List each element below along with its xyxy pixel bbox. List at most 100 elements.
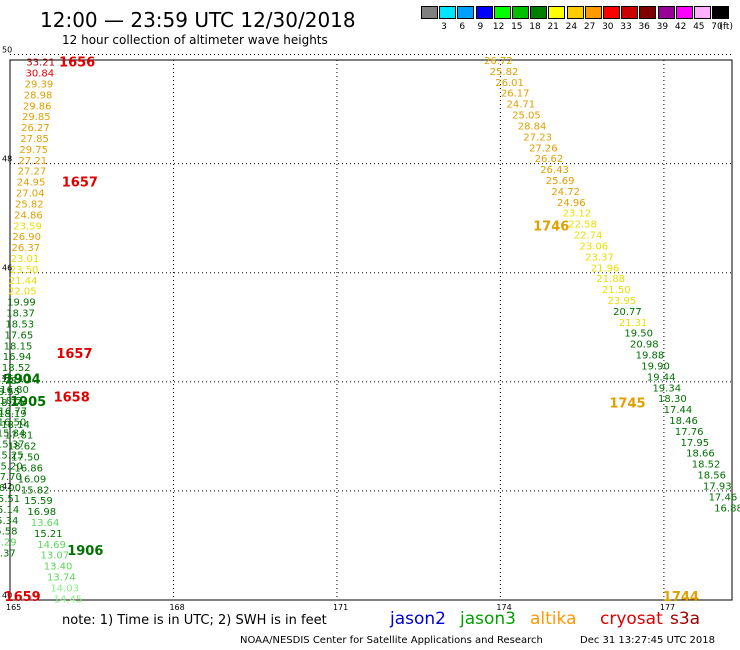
wave-height-value: 19.99 [7,298,36,309]
wave-height-value: 26.17 [501,89,530,100]
legend-label: 33 [620,22,632,32]
legend-label: 36 [638,22,650,32]
wave-height-value: 27.85 [20,134,49,145]
satellite-jason3: jason3 [460,609,516,629]
wave-height-value: 18.30 [658,394,687,405]
wave-height-value: 26.62 [535,154,564,165]
legend-label: 70 [711,22,723,32]
wave-height-value: 16.77 [0,407,27,418]
wave-height-value: 21.88 [596,274,625,285]
wave-height-value: 28.84 [518,121,547,132]
legend-label: 30 [602,22,614,32]
lat-tick-label: 42 [2,482,12,491]
wave-height-value: 18.52 [2,363,31,374]
wave-height-value: 19.88 [636,351,665,362]
wave-height-value: 18.56 [697,471,726,482]
wave-height-value: 18.62 [8,442,37,453]
lon-tick-label: 174 [496,603,511,612]
wave-height-value: 26.72 [484,56,513,67]
lat-tick-label: 46 [2,264,12,273]
wave-height-value: 15.59 [24,496,53,507]
legend-swatch [512,6,529,19]
legend-swatch [584,6,602,19]
pass-time-label: 1746 [533,219,569,234]
satellite-altika: altika [530,609,577,629]
wave-height-value: 16.80 [0,385,29,396]
wave-height-value: 19.50 [624,329,653,340]
wave-height-value: 27.21 [19,156,48,167]
wave-height-value: 33.21 [26,58,55,69]
wave-height-value: 17.93 [703,481,732,492]
satellite-cryosat: cryosat [600,609,663,629]
wave-height-value: 19.34 [652,383,681,394]
legend-swatch [493,6,511,19]
wave-height-value: 23.37 [585,252,614,263]
wave-height-value: 15.14 [0,505,19,516]
wave-height-value: 16.09 [18,474,47,485]
satellite-s3a: s3a [670,609,701,629]
wave-height-value: 18.14 [1,420,30,431]
wave-height-value: 26.27 [21,123,50,134]
generation-timestamp: Dec 31 13:27:45 UTC 2018 [580,635,715,646]
satellite-jason2: jason2 [390,609,446,629]
credit-line: NOAA/NESDIS Center for Satellite Applica… [240,635,543,646]
wave-height-value: 29.86 [23,101,52,112]
wave-height-value: 18.66 [686,449,715,460]
wave-height-value: 29.75 [19,145,48,156]
wave-height-value: 27.26 [529,143,558,154]
lat-tick-label: 40 [2,591,12,600]
legend-swatch [421,6,438,19]
wave-height-value: 17.81 [5,431,34,442]
wave-height-value: 23.59 [13,221,42,232]
legend-label: 15 [511,22,523,32]
legend-label: 12 [492,22,505,32]
wave-height-value: 25.82 [15,199,44,210]
wave-height-value: 18.53 [5,319,34,330]
wave-height-value: 20.77 [613,307,642,318]
wave-height-value: 25.82 [490,67,519,78]
pass-time-label: 1744 [663,590,699,605]
wave-height-value: 15.25 [0,450,24,461]
pass-time-label: 1904 [5,373,41,388]
wave-height-value: 18.52 [692,460,721,471]
wave-height-value: 23.06 [579,241,608,252]
pass-time-label: 1656 [59,56,95,71]
wave-height-value: 16.00 [0,483,21,494]
pass-time-label: 1906 [67,544,103,559]
map-subtitle: 12 hour collection of altimeter wave hei… [62,33,328,47]
legend-swatch [457,6,475,19]
footer-note: note: 1) Time is in UTC; 2) SWH is in fe… [62,613,327,628]
wave-height-value: 15.20 [0,461,23,472]
wave-height-value: 16.94 [3,352,32,363]
wave-height-value: 17.50 [11,453,40,464]
legend-label: 18 [529,22,541,32]
pass-time-label: 1905 [10,395,46,410]
lat-tick-label: 44 [2,373,12,382]
legend-swatch [548,6,566,19]
wave-height-value: 23.12 [563,209,592,220]
pass-time-label: 1745 [609,397,645,412]
wave-height-value: 13.74 [47,573,76,584]
lat-tick-label: 50 [2,46,12,55]
wave-height-value: 16.98 [27,507,56,518]
wave-height-value: 18.19 [0,409,27,420]
wave-height-value: 18.37 [6,309,35,320]
wave-height-value: 24.71 [507,100,536,111]
wave-height-value: 26.37 [12,243,41,254]
wave-height-value: 17.76 [675,427,704,438]
legend-swatch [475,6,493,19]
legend-label: 45 [693,22,705,32]
pass-time-label: 1657 [56,347,92,362]
wave-height-value: 29.85 [22,112,51,123]
wave-height-value: 14.69 [37,540,66,551]
legend-swatch [439,6,457,19]
wave-height-value: 26.90 [12,232,41,243]
wave-height-value: 28.98 [24,90,53,101]
wave-height-value: 25.05 [512,111,541,122]
wave-height-value: 18.52 [0,396,28,407]
wave-height-value: 16.40 [1,374,30,385]
wave-height-value: 24.86 [14,210,43,221]
wave-height-value: 19.44 [647,372,676,383]
legend-label: 3 [441,22,447,32]
wave-height-value: 17.65 [5,330,34,341]
